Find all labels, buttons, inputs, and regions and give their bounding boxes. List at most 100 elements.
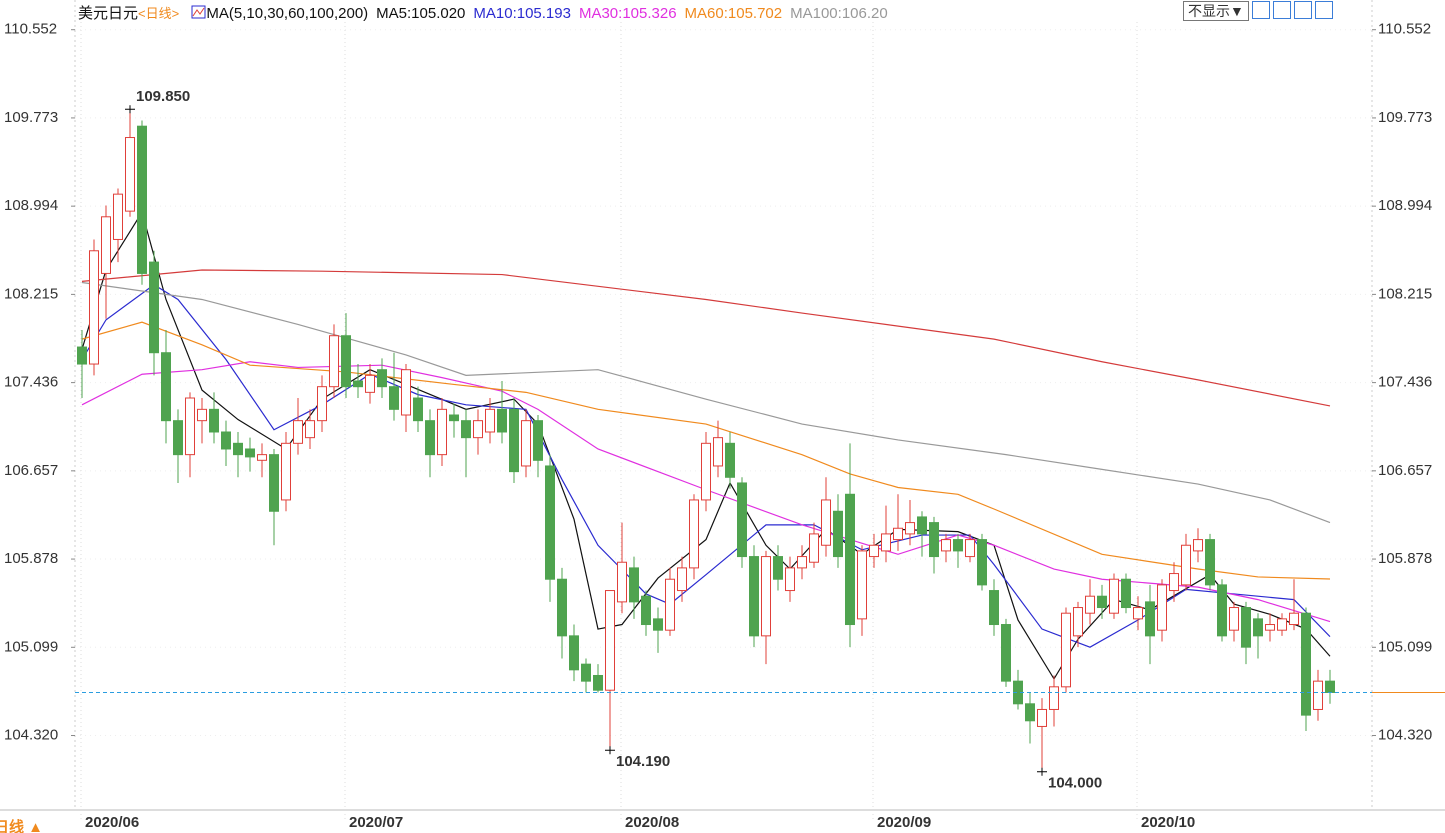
legend-entry: MA100:106.20 (790, 5, 888, 22)
x-tick-label: 2020/08 (625, 814, 679, 831)
candle-body (1097, 595, 1107, 609)
y-tick-label: 110.552 (4, 21, 57, 38)
y-tick-label: 104.320 (1378, 726, 1432, 743)
candle-body (293, 420, 303, 444)
candle-body (209, 408, 219, 433)
legend-entry: MA30:105.326 (578, 5, 677, 22)
candle-body (77, 346, 87, 365)
candle-body (233, 442, 243, 456)
candle-body (149, 261, 159, 354)
candle-body (1073, 607, 1083, 637)
candle-body (245, 448, 255, 458)
candle-body (641, 595, 651, 626)
y-tick-label: 105.878 (1378, 550, 1432, 567)
candle-body (725, 442, 735, 478)
candle-body (869, 544, 879, 558)
candle-body (593, 674, 603, 691)
candle-body (113, 193, 123, 240)
toolbar: 不显示▼ (1183, 1, 1333, 21)
candle-body (917, 516, 927, 535)
candle-body (713, 437, 723, 467)
header: 美元日元<日线> MA(5,10,30,60,100,200) MA5:105.0… (78, 2, 904, 23)
tool-icon[interactable] (1314, 1, 1333, 19)
candle-body (941, 539, 951, 552)
x-tick-label: 2020/09 (877, 814, 931, 831)
tool-icon[interactable] (1293, 1, 1312, 19)
tool-icon[interactable] (1272, 1, 1291, 19)
candle-body (473, 420, 483, 439)
y-tick-label: 108.215 (4, 285, 58, 302)
candle-body (1253, 618, 1263, 637)
legend-entry: MA60:105.702 (684, 5, 783, 22)
candle-body (581, 663, 591, 682)
display-button[interactable]: 不显示▼ (1183, 1, 1249, 21)
candle-body (101, 216, 111, 274)
y-tick-label: 106.657 (1378, 462, 1432, 479)
candle-body (485, 408, 495, 433)
period-button[interactable]: 日线 ▲ (0, 819, 44, 833)
y-tick-label: 109.773 (1378, 109, 1432, 126)
candle-body (989, 590, 999, 626)
candle-body (905, 522, 915, 535)
candle-body (809, 533, 819, 563)
y-tick-label: 105.099 (4, 638, 58, 655)
candle-body (677, 567, 687, 592)
candle-body (653, 618, 663, 631)
candle-body (365, 374, 375, 393)
candle-body (737, 482, 747, 558)
candle-body (341, 335, 351, 388)
candle-body (1313, 680, 1323, 710)
candle-body (1133, 607, 1143, 620)
y-tick-label: 109.773 (4, 109, 58, 126)
candle-body (497, 408, 507, 433)
candle-body (521, 420, 531, 467)
candle-body (269, 454, 279, 512)
x-tick-label: 2020/07 (349, 814, 403, 831)
annotation-marker (1037, 767, 1047, 776)
y-tick-label: 108.994 (1378, 197, 1432, 214)
y-tick-label: 107.436 (4, 374, 58, 391)
candle-body (509, 408, 519, 473)
candle-body (173, 420, 183, 456)
candle-body (881, 533, 891, 552)
candle-body (1157, 584, 1167, 631)
candle-body (257, 454, 267, 461)
legend: MA5:105.020 MA10:105.193 MA30:105.326 MA60:… (376, 5, 896, 22)
candle-body (1241, 607, 1251, 648)
candle-body (629, 567, 639, 603)
candle-body (1229, 607, 1239, 631)
candle-body (197, 408, 207, 422)
period[interactable]: <日线> (138, 6, 180, 21)
legend-entry: MA10:105.193 (473, 5, 571, 22)
candle-body (845, 493, 855, 626)
ma-line (81, 269, 1331, 407)
candle-body (857, 550, 867, 620)
candle-body (557, 578, 567, 637)
candle-body (161, 352, 171, 422)
candle-body (545, 465, 555, 580)
tool-icon[interactable] (1251, 1, 1270, 19)
candle-body (953, 539, 963, 552)
ma-icon[interactable] (191, 5, 206, 19)
annotation-marker (605, 746, 615, 755)
candle-body (617, 561, 627, 603)
y-tick-label: 105.878 (4, 550, 58, 567)
candle-body (1037, 708, 1047, 727)
candle-body (353, 380, 363, 388)
candle-body (281, 442, 291, 501)
y-tick-label: 110.552 (1378, 21, 1431, 38)
candle-body (1265, 624, 1275, 631)
candle-body (785, 567, 795, 592)
annotation: 104.190 (616, 753, 670, 770)
ma-line (81, 361, 1331, 623)
ma-line (81, 281, 1331, 524)
candle-body (329, 335, 339, 388)
candle-body (425, 420, 435, 456)
y-tick-label: 106.657 (4, 462, 58, 479)
indicator: MA(5,10,30,60,100,200) (206, 5, 369, 22)
ma-line (81, 321, 1331, 580)
candle-body (1109, 578, 1119, 614)
candle-body (1289, 612, 1299, 626)
candle-body (821, 499, 831, 546)
